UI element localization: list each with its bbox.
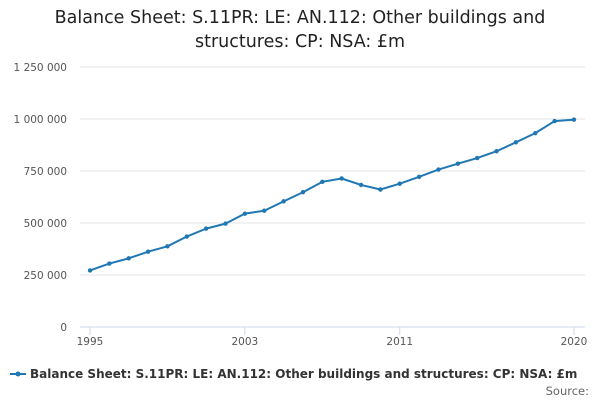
data-point[interactable] — [455, 161, 461, 166]
data-point[interactable] — [320, 179, 325, 185]
data-point[interactable] — [552, 118, 557, 124]
chart-title-line-2: structures: CP: NSA: £m — [194, 32, 406, 52]
y-tick-label: 750 000 — [24, 166, 67, 178]
chart-title: Balance Sheet: S.11PR: LE: AN.112: Other… — [0, 6, 600, 54]
data-point[interactable] — [513, 140, 519, 145]
data-point[interactable] — [378, 187, 383, 192]
gridlines — [80, 66, 585, 276]
data-point[interactable] — [145, 249, 151, 254]
y-axis: 0 250 000 500 000 750 000 1 000 000 1 250 000 — [14, 62, 67, 334]
data-point[interactable] — [494, 149, 499, 154]
y-tick-label: 500 000 — [24, 218, 67, 230]
x-tick-label: 2003 — [232, 336, 259, 348]
data-point[interactable] — [262, 208, 267, 213]
data-point[interactable] — [571, 117, 577, 122]
data-point[interactable] — [184, 234, 189, 239]
data-point[interactable] — [300, 190, 306, 195]
data-point[interactable] — [126, 256, 131, 261]
legend[interactable]: Balance Sheet: S.11PR: LE: AN.112: Other… — [10, 367, 577, 381]
x-tick-label: 1995 — [77, 336, 104, 348]
data-point[interactable] — [223, 221, 228, 226]
data-point[interactable] — [165, 244, 170, 249]
series-line — [89, 118, 575, 272]
x-tick-label: 2020 — [561, 336, 588, 348]
data-point[interactable] — [436, 167, 441, 172]
series-layer — [87, 117, 577, 273]
data-point[interactable] — [416, 174, 422, 180]
data-point[interactable] — [358, 182, 364, 188]
data-point[interactable] — [281, 199, 286, 204]
x-tick-label: 2011 — [386, 336, 413, 348]
y-tick-label: 1 000 000 — [14, 114, 67, 126]
data-point[interactable] — [242, 211, 248, 216]
data-point[interactable] — [203, 226, 209, 231]
chart-title-line-1: Balance Sheet: S.11PR: LE: AN.112: Other… — [54, 8, 546, 28]
data-point[interactable] — [339, 176, 344, 181]
source-label: Source: — [546, 384, 589, 398]
legend-item-label[interactable]: Balance Sheet: S.11PR: LE: AN.112: Other… — [30, 367, 577, 381]
data-point[interactable] — [87, 268, 93, 273]
data-point[interactable] — [533, 130, 538, 136]
y-tick-label: 250 000 — [24, 270, 67, 282]
data-point[interactable] — [397, 181, 402, 186]
legend-marker — [15, 371, 21, 377]
x-axis-ticks: 1995 2003 2011 2020 — [77, 327, 588, 348]
y-tick-label: 0 — [60, 322, 67, 334]
data-point[interactable] — [475, 155, 480, 161]
y-tick-label: 1 250 000 — [14, 62, 67, 74]
data-point[interactable] — [107, 261, 112, 266]
